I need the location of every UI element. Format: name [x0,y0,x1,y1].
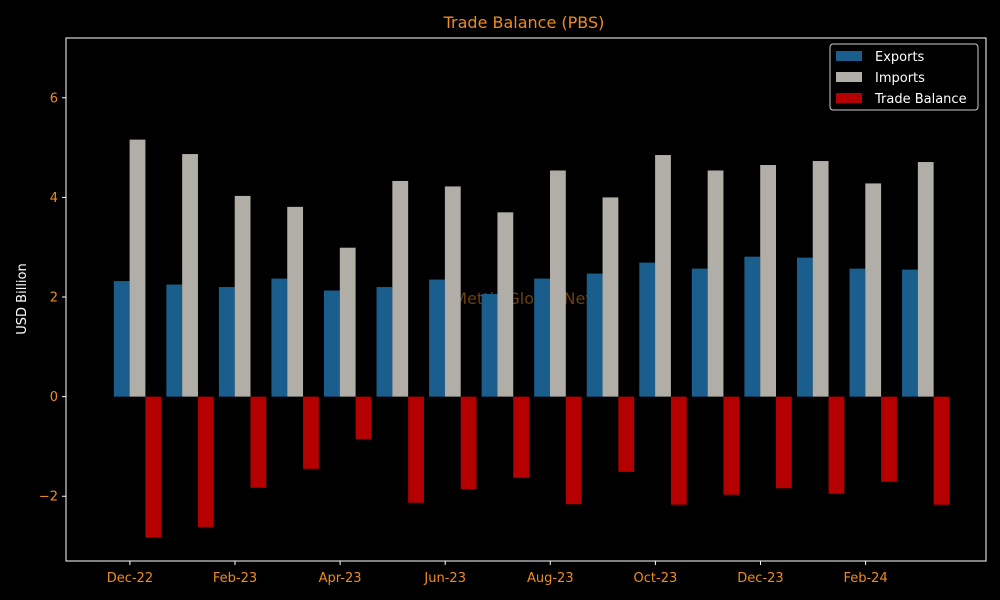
legend-label: Imports [875,71,925,86]
bar-exports-9 [586,273,603,397]
bar-exports-6 [429,279,445,397]
bar-trade-balance-9 [618,396,635,472]
y-tick-label: −2 [39,490,58,505]
bar-exports-5 [376,287,393,397]
bar-imports-3 [287,206,304,397]
bar-exports-15 [902,269,918,397]
bar-trade-balance-1 [197,396,214,528]
bar-trade-balance-10 [670,396,687,505]
bar-imports-8 [550,170,566,397]
y-tick-label: 0 [50,390,58,405]
bar-imports-2 [234,195,251,397]
bar-imports-0 [129,139,146,397]
bar-exports-7 [481,294,498,397]
bar-imports-5 [392,180,409,397]
y-tick-label: 4 [50,191,58,206]
bar-imports-11 [707,170,724,397]
x-tick-label: Aug-23 [527,571,574,586]
bar-exports-8 [534,278,550,397]
legend-swatch-imports [836,72,862,82]
bar-trade-balance-13 [828,396,845,494]
x-tick-label: Feb-23 [213,571,257,586]
legend: Exports Imports Trade Balance [829,43,979,111]
x-tick-label: Feb-24 [843,571,887,586]
bar-exports-2 [218,287,235,397]
bar-trade-balance-11 [723,396,740,495]
x-tick-label: Dec-22 [107,571,153,586]
y-axis-label: USD Billion [15,263,30,334]
bar-imports-9 [602,197,619,397]
bar-trade-balance-7 [513,396,530,478]
bar-imports-4 [339,247,356,397]
x-tick-label: Dec-23 [737,571,783,586]
y-tick-label: 6 [50,91,58,106]
bar-trade-balance-3 [303,396,319,469]
axes-layer: −2 0 2 4 6 Dec-22 Feb-23 Apr-23 Jun-23 Aug-23 Oct-… [39,37,987,586]
bar-imports-1 [182,154,198,397]
bar-imports-10 [655,155,671,397]
bar-trade-balance-6 [460,396,477,490]
bar-exports-13 [796,257,813,397]
bar-imports-14 [865,183,882,397]
bar-imports-6 [444,186,461,397]
bar-exports-12 [744,256,761,397]
bar-exports-4 [324,290,340,397]
legend-swatch-trade-balance [836,93,862,103]
x-tick-label: Oct-23 [634,571,678,586]
bar-exports-14 [849,268,866,397]
legend-box [829,43,979,111]
bar-trade-balance-15 [933,396,950,505]
bar-exports-0 [113,281,130,397]
bar-imports-15 [917,162,934,397]
bar-exports-10 [639,262,656,397]
x-tick-label: Jun-23 [423,571,466,586]
bar-imports-13 [812,161,829,397]
bar-exports-1 [166,284,183,397]
legend-label: Exports [875,50,925,65]
bar-trade-balance-4 [355,396,372,439]
x-tick-label: Apr-23 [319,571,362,586]
watermark-text: Mettis Global News [453,289,606,308]
bar-exports-3 [271,278,288,397]
bar-exports-11 [691,268,708,397]
bar-trade-balance-0 [145,396,162,538]
bars-layer [113,139,950,538]
bar-trade-balance-2 [250,396,267,488]
bar-imports-12 [760,165,776,397]
bar-imports-7 [497,212,514,397]
chart-title: Trade Balance (PBS) [443,13,605,32]
legend-swatch-exports [836,51,862,61]
y-tick-label: 2 [50,291,58,306]
legend-label: Trade Balance [874,92,967,107]
bar-trade-balance-14 [881,396,897,482]
bar-trade-balance-8 [565,396,582,505]
bar-trade-balance-12 [776,396,792,489]
plot-frame [65,37,987,562]
bar-trade-balance-5 [408,396,424,503]
